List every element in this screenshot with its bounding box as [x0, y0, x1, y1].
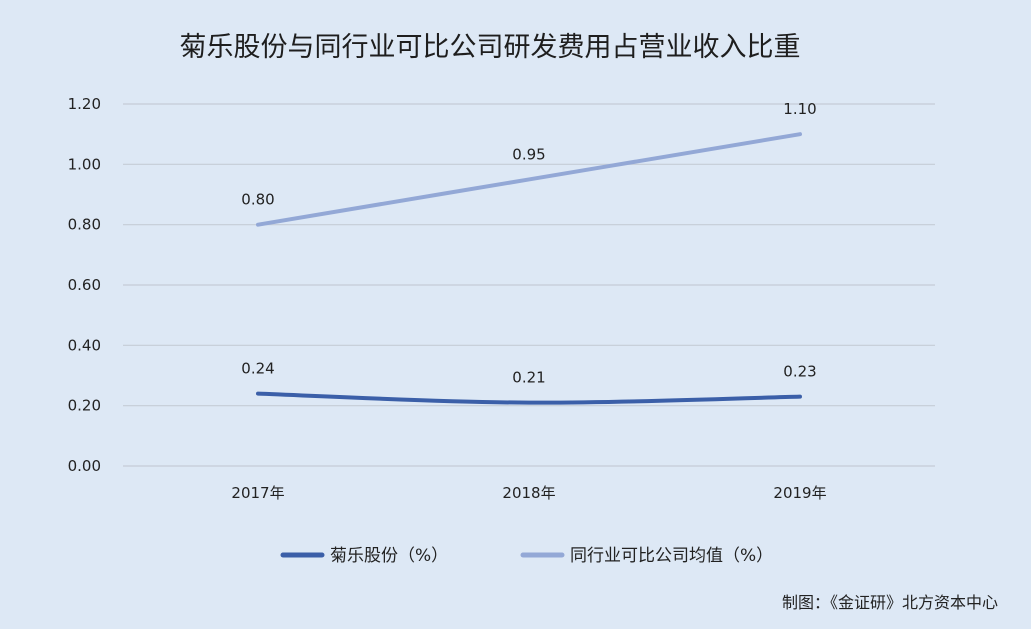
- chart-title: 菊乐股份与同行业可比公司研发费用占营业收入比重: [180, 32, 801, 63]
- y-tick-label: 1.00: [68, 155, 101, 173]
- x-tick-label: 2018年: [502, 484, 555, 502]
- x-tick-label: 2019年: [773, 484, 826, 502]
- data-label: 1.10: [783, 100, 816, 118]
- data-label: 0.24: [241, 360, 274, 378]
- y-tick-label: 0.80: [68, 216, 101, 234]
- series-line-1: [256, 132, 802, 227]
- y-tick-label: 1.20: [68, 95, 101, 113]
- y-tick-label: 0.20: [68, 397, 101, 415]
- y-tick-label: 0.40: [68, 336, 101, 354]
- data-label: 0.95: [512, 145, 545, 163]
- legend-label: 同行业可比公司均值（%）: [570, 546, 773, 566]
- y-tick-label: 0.60: [68, 276, 101, 294]
- legend: 菊乐股份（%） 同行业可比公司均值（%）: [280, 546, 773, 566]
- data-label: 0.21: [512, 369, 545, 387]
- y-tick-label: 0.00: [68, 457, 101, 475]
- x-tick-label: 2017年: [231, 484, 284, 502]
- series-line-0: [256, 391, 802, 405]
- series-lines: [256, 132, 802, 405]
- legend-label: 菊乐股份（%）: [330, 546, 448, 566]
- y-axis-ticks: 0.00 0.20 0.40 0.60 0.80 1.00 1.20: [68, 95, 101, 475]
- credit-text: 制图：《金证研》北方资本中心: [782, 593, 998, 612]
- data-label: 0.23: [783, 363, 816, 381]
- x-axis-ticks: 2017年 2018年 2019年: [231, 484, 826, 502]
- data-labels: 0.24 0.21 0.23 0.80 0.95 1.10: [241, 100, 816, 386]
- data-label: 0.80: [241, 191, 274, 209]
